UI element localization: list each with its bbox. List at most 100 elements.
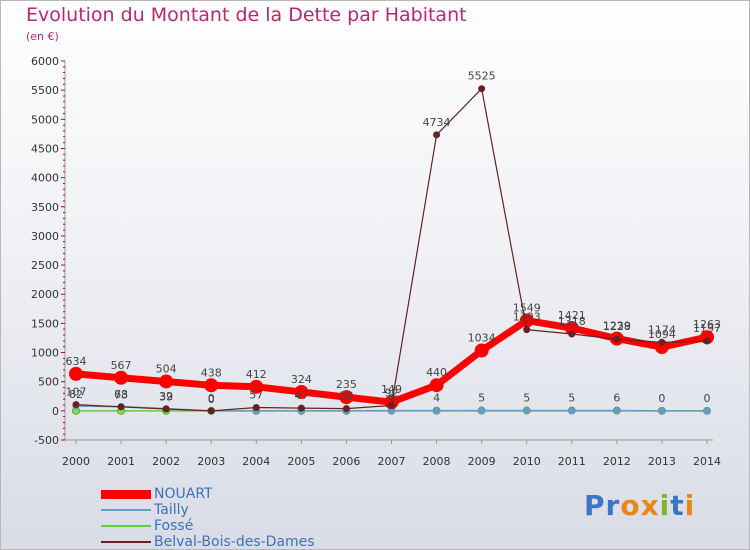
data-point — [478, 85, 486, 93]
data-label: 1393 — [513, 311, 541, 324]
data-point — [613, 407, 621, 415]
data-point — [204, 378, 219, 393]
data-point — [433, 131, 441, 139]
data-label: 73 — [114, 389, 128, 402]
data-label: 324 — [291, 373, 312, 386]
data-label: 1239 — [603, 320, 631, 333]
data-label: 5 — [478, 392, 485, 405]
x-tick-label: 2014 — [693, 455, 721, 468]
data-label: 38 — [339, 390, 353, 403]
data-label: 4 — [388, 392, 395, 405]
data-label: 4734 — [423, 116, 451, 129]
proxiti-logo: Proxiti — [584, 489, 695, 522]
data-point — [162, 405, 170, 413]
data-point — [294, 384, 309, 399]
data-label: 107 — [66, 386, 87, 399]
data-point — [69, 366, 83, 381]
y-tick-label: 2000 — [31, 288, 59, 301]
y-tick-label: 500 — [38, 376, 59, 389]
data-label: 1318 — [558, 315, 586, 328]
legend-label: Belval-Bois-des-Dames — [154, 534, 315, 550]
data-label: 504 — [156, 362, 177, 375]
x-tick-label: 2012 — [603, 455, 631, 468]
data-label: 32 — [159, 390, 173, 403]
logo-letter: o — [620, 489, 641, 522]
data-label: 1263 — [693, 318, 721, 331]
logo-letter: P — [584, 489, 606, 522]
y-tick-label: 4500 — [31, 142, 59, 155]
data-point — [703, 337, 711, 345]
y-tick-label: 5500 — [31, 84, 59, 97]
data-label: 57 — [249, 389, 263, 402]
legend-label: Tailly — [154, 502, 189, 518]
data-point — [339, 390, 354, 405]
data-point — [252, 404, 260, 412]
x-tick-label: 2005 — [287, 455, 315, 468]
data-label: 1228 — [603, 320, 631, 333]
x-tick-label: 2001 — [107, 455, 135, 468]
x-tick-label: 2006 — [332, 455, 360, 468]
legend-swatch — [101, 525, 151, 527]
data-point — [159, 374, 174, 389]
data-label: 4 — [433, 392, 440, 405]
data-label: 6 — [613, 391, 620, 404]
data-point — [429, 378, 444, 393]
y-tick-label: 2500 — [31, 259, 59, 272]
data-label: 5525 — [468, 70, 496, 83]
y-tick-label: 5000 — [31, 113, 59, 126]
data-point — [658, 407, 666, 415]
data-point — [478, 407, 486, 415]
x-tick-label: 2010 — [513, 455, 541, 468]
data-point — [72, 401, 80, 409]
data-label: 438 — [201, 366, 222, 379]
y-tick-label: 4000 — [31, 172, 59, 185]
legend-swatch — [101, 541, 151, 543]
data-label: 0 — [208, 393, 215, 406]
data-label: 440 — [426, 366, 447, 379]
data-label: 1034 — [468, 332, 496, 345]
data-point — [474, 343, 489, 358]
x-tick-label: 2013 — [648, 455, 676, 468]
x-tick-label: 2000 — [62, 455, 90, 468]
data-label: 1094 — [648, 328, 676, 341]
data-label: 0 — [704, 392, 711, 405]
y-tick-label: 3000 — [31, 230, 59, 243]
x-tick-label: 2011 — [558, 455, 586, 468]
data-label: 39 — [159, 391, 173, 404]
data-point — [342, 405, 350, 413]
x-tick-label: 2003 — [197, 455, 225, 468]
logo-letter: i — [684, 489, 696, 522]
logo-letter: r — [605, 489, 621, 522]
data-point — [249, 379, 264, 394]
data-label: 0 — [208, 392, 215, 405]
x-tick-label: 2002 — [152, 455, 180, 468]
data-label: 5 — [523, 392, 530, 405]
data-point — [523, 326, 531, 334]
data-point — [568, 330, 576, 338]
data-label: 567 — [111, 359, 132, 372]
data-label: 235 — [336, 378, 357, 391]
data-point — [433, 407, 441, 415]
x-tick-label: 2004 — [242, 455, 270, 468]
data-point — [207, 407, 215, 415]
x-tick-label: 2009 — [468, 455, 496, 468]
y-tick-label: -500 — [34, 434, 59, 447]
data-label: 412 — [246, 368, 267, 381]
data-label: 68 — [114, 388, 128, 401]
data-label: 1197 — [693, 322, 721, 335]
data-label: 1549 — [513, 302, 541, 315]
y-tick-label: 1500 — [31, 317, 59, 330]
data-label: 149 — [381, 383, 402, 396]
legend-label: NOUART — [154, 486, 213, 502]
data-point — [523, 407, 531, 415]
data-point — [658, 338, 666, 346]
logo-letter: t — [670, 489, 685, 522]
x-tick-label: 2008 — [423, 455, 451, 468]
x-tick-label: 2007 — [378, 455, 406, 468]
data-point — [114, 370, 129, 385]
data-label: 1174 — [648, 323, 676, 336]
data-label: 0 — [658, 392, 665, 405]
logo-letter: x — [640, 489, 660, 522]
